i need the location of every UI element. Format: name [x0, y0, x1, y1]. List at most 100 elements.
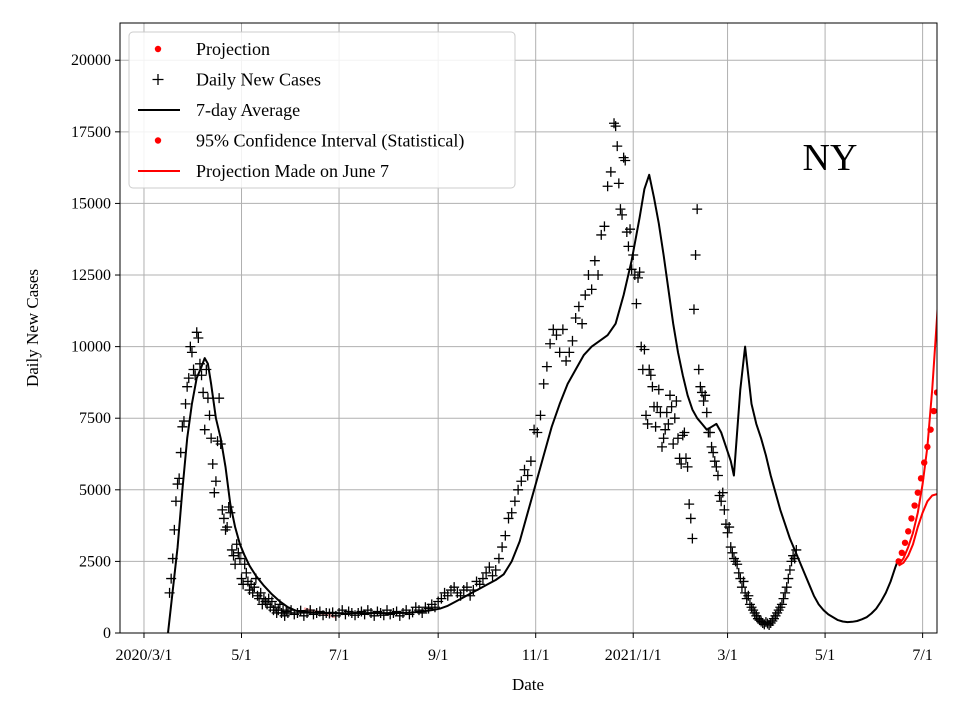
daily-case-marker	[693, 364, 704, 375]
x-axis-label: Date	[512, 675, 544, 694]
legend-projection-marker	[154, 45, 162, 53]
daily-case-marker	[733, 567, 744, 578]
daily-case-marker	[554, 347, 565, 358]
projection-point	[917, 475, 925, 482]
daily-case-marker	[706, 441, 717, 452]
daily-case-marker	[484, 562, 495, 573]
projection-point	[905, 528, 912, 535]
daily-case-marker	[641, 410, 652, 421]
daily-case-marker	[602, 181, 613, 192]
legend-daily-new-cases-marker	[152, 74, 164, 85]
daily-case-marker	[522, 470, 533, 481]
x-tick-label: 11/1	[522, 647, 550, 664]
daily-case-marker	[776, 599, 787, 610]
daily-case-marker	[679, 427, 690, 438]
x-tick-label: 5/1	[231, 647, 251, 664]
daily-case-marker	[612, 141, 623, 152]
daily-case-marker	[661, 407, 672, 418]
daily-case-marker	[778, 593, 789, 604]
daily-case-marker	[695, 381, 706, 392]
projection-point	[933, 389, 937, 396]
daily-case-marker	[690, 249, 701, 260]
daily-case-marker	[620, 155, 631, 166]
y-tick-label: 10000	[71, 339, 111, 356]
legend-projection-label: Projection	[196, 39, 270, 59]
daily-case-marker	[525, 456, 536, 467]
x-tick-label: 7/1	[329, 647, 349, 664]
daily-case-marker	[642, 418, 653, 429]
daily-case-marker	[736, 582, 747, 593]
daily-case-marker	[249, 582, 260, 593]
daily-case-marker	[644, 364, 655, 375]
daily-case-marker	[647, 381, 658, 392]
plot-data	[164, 118, 937, 633]
daily-case-marker	[610, 121, 621, 132]
daily-case-marker	[615, 204, 626, 215]
daily-case-marker	[711, 461, 722, 472]
daily-case-marker	[493, 553, 504, 564]
projection-point	[924, 443, 931, 451]
daily-case-marker	[586, 284, 597, 295]
daily-case-marker	[688, 304, 699, 315]
daily-case-marker	[225, 507, 236, 518]
daily-case-marker	[230, 559, 241, 570]
daily-case-marker	[202, 393, 213, 404]
daily-case-marker	[266, 596, 277, 607]
y-axis-label: Daily New Cases	[23, 269, 42, 387]
daily-case-marker	[652, 401, 663, 412]
daily-case-marker	[613, 178, 624, 189]
projection-point	[908, 515, 915, 522]
y-tick-label: 15000	[71, 195, 111, 212]
daily-case-marker	[633, 272, 644, 283]
daily-case-marker	[516, 476, 527, 487]
y-tick-label: 0	[103, 625, 111, 642]
daily-case-marker	[732, 559, 743, 570]
daily-case-marker	[593, 270, 604, 281]
projection-point	[911, 502, 918, 509]
daily-case-marker	[497, 542, 508, 553]
daily-case-marker	[214, 393, 225, 404]
daily-case-marker	[567, 335, 578, 346]
daily-case-marker	[687, 533, 698, 544]
daily-case-marker	[170, 496, 181, 507]
daily-case-marker	[500, 530, 511, 541]
daily-case-marker	[580, 290, 591, 301]
daily-case-marker	[719, 504, 730, 515]
daily-case-marker	[682, 461, 693, 472]
daily-case-marker	[669, 413, 680, 424]
daily-case-marker	[217, 504, 228, 515]
daily-case-marker	[545, 338, 556, 349]
daily-case-marker	[577, 318, 588, 329]
daily-case-marker	[481, 567, 492, 578]
daily-case-marker	[708, 447, 719, 458]
daily-case-marker	[436, 593, 447, 604]
daily-case-marker	[712, 470, 723, 481]
daily-case-marker	[783, 573, 794, 584]
daily-case-marker	[509, 496, 520, 507]
daily-case-marker	[663, 418, 674, 429]
daily-case-marker	[692, 204, 703, 215]
daily-case-marker	[709, 456, 720, 467]
legend-95-confidence-interval-statistical-marker	[154, 137, 162, 144]
daily-case-marker	[724, 522, 735, 533]
daily-case-marker	[513, 484, 524, 495]
daily-case-marker	[605, 166, 616, 177]
7-day-average-line	[167, 173, 900, 633]
daily-case-marker	[653, 384, 664, 395]
daily-case-marker	[234, 553, 245, 564]
plot-frame	[119, 22, 938, 634]
daily-case-marker	[780, 587, 791, 598]
daily-case-marker	[548, 324, 559, 335]
daily-case-marker	[233, 547, 244, 558]
daily-case-marker	[589, 255, 600, 266]
daily-case-marker	[716, 496, 727, 507]
daily-case-marker	[199, 424, 210, 435]
y-tick-label: 12500	[71, 267, 111, 284]
daily-case-marker	[490, 564, 501, 575]
daily-case-marker	[784, 564, 795, 575]
daily-case-marker	[657, 441, 668, 452]
daily-case-marker	[645, 370, 656, 381]
daily-case-marker	[700, 390, 711, 401]
x-tick-label: 2021/1/1	[605, 647, 662, 664]
